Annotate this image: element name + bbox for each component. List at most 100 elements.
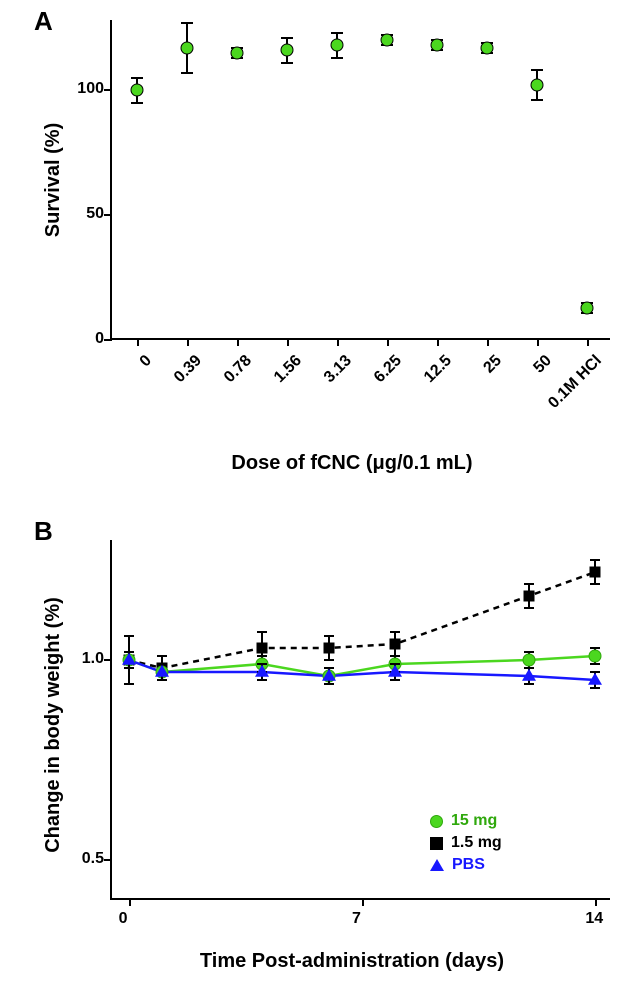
error-cap — [331, 32, 343, 34]
panel-b-lines — [112, 540, 612, 900]
error-cap — [281, 37, 293, 39]
legend-item: 15 mg — [430, 810, 502, 832]
xtick — [587, 338, 589, 346]
data-point — [531, 79, 544, 92]
xtick — [129, 898, 131, 906]
data-point — [181, 41, 194, 54]
error-cap — [257, 679, 267, 681]
data-point — [431, 39, 444, 52]
error-cap — [181, 72, 193, 74]
xtick-label: 14 — [585, 910, 603, 928]
ytick — [104, 339, 112, 341]
xtick-label: 0 — [137, 352, 156, 371]
data-point — [588, 673, 602, 685]
error-cap — [531, 69, 543, 71]
xtick-label: 12.5 — [421, 352, 456, 387]
data-point — [581, 301, 594, 314]
data-point — [589, 650, 602, 663]
ytick-label: 100 — [62, 80, 104, 98]
ytick — [104, 859, 112, 861]
data-point — [522, 654, 535, 667]
data-point — [522, 669, 536, 681]
error-cap — [131, 77, 143, 79]
xtick-label: 1.56 — [271, 352, 306, 387]
xtick — [595, 898, 597, 906]
legend-marker-icon — [430, 815, 443, 828]
xtick — [337, 338, 339, 346]
panel-b-ylabel: Change in body weight (%) — [42, 597, 65, 853]
panel-a-xlabel: Dose of fCNC (μg/0.1 mL) — [0, 452, 644, 475]
ytick — [104, 89, 112, 91]
xtick-label: 50 — [530, 352, 555, 377]
legend-label: 1.5 mg — [451, 834, 502, 852]
error-cap — [590, 583, 600, 585]
ytick — [104, 659, 112, 661]
error-cap — [157, 655, 167, 657]
data-point — [331, 39, 344, 52]
data-point — [231, 46, 244, 59]
xtick — [537, 338, 539, 346]
error-cap — [524, 583, 534, 585]
data-point — [155, 665, 169, 677]
data-point — [122, 653, 136, 665]
xtick — [237, 338, 239, 346]
data-point — [323, 643, 334, 654]
data-point — [390, 639, 401, 650]
data-point — [381, 34, 394, 47]
xtick-label: 25 — [480, 352, 505, 377]
error-cap — [324, 683, 334, 685]
data-point — [388, 665, 402, 677]
panel-b-plot: 0.51.00714 — [110, 540, 610, 900]
error-cap — [124, 635, 134, 637]
xtick-label: 0.1M HCl — [545, 352, 606, 413]
error-cap — [390, 631, 400, 633]
ytick-label: 0 — [62, 330, 104, 348]
xtick — [487, 338, 489, 346]
ytick-label: 50 — [62, 205, 104, 223]
error-cap — [257, 631, 267, 633]
error-cap — [531, 99, 543, 101]
data-point — [131, 84, 144, 97]
error-cap — [324, 635, 334, 637]
xtick — [362, 898, 364, 906]
error-cap — [124, 667, 134, 669]
error-cap — [524, 683, 534, 685]
error-cap — [524, 607, 534, 609]
panel-a-ylabel: Survival (%) — [42, 123, 65, 237]
xtick-label: 7 — [352, 910, 361, 928]
ytick-label: 0.5 — [62, 850, 104, 868]
data-point — [481, 41, 494, 54]
xtick — [287, 338, 289, 346]
error-cap — [590, 663, 600, 665]
xtick — [187, 338, 189, 346]
ytick-label: 1.0 — [62, 650, 104, 668]
panel-b-xlabel: Time Post-administration (days) — [0, 950, 644, 973]
error-cap — [390, 679, 400, 681]
error-cap — [157, 679, 167, 681]
data-point — [255, 665, 269, 677]
panel-a-plot: 05010000.390.781.563.136.2512.525500.1M … — [110, 20, 610, 340]
legend-label: 15 mg — [451, 812, 497, 830]
legend-item: PBS — [430, 854, 502, 876]
error-cap — [124, 683, 134, 685]
xtick-label: 3.13 — [321, 352, 356, 387]
data-point — [281, 44, 294, 57]
error-cap — [131, 102, 143, 104]
error-cap — [590, 559, 600, 561]
error-cap — [281, 62, 293, 64]
legend-marker-icon — [430, 859, 444, 871]
xtick — [387, 338, 389, 346]
data-point — [257, 643, 268, 654]
error-cap — [181, 22, 193, 24]
data-point — [590, 567, 601, 578]
data-point — [322, 669, 336, 681]
error-cap — [331, 57, 343, 59]
data-point — [523, 591, 534, 602]
legend-marker-icon — [430, 837, 443, 850]
error-cap — [324, 659, 334, 661]
xtick — [137, 338, 139, 346]
panel-a-label: A — [34, 6, 53, 37]
legend-item: 1.5 mg — [430, 832, 502, 854]
panel-b-label: B — [34, 516, 53, 547]
legend-label: PBS — [452, 856, 485, 874]
